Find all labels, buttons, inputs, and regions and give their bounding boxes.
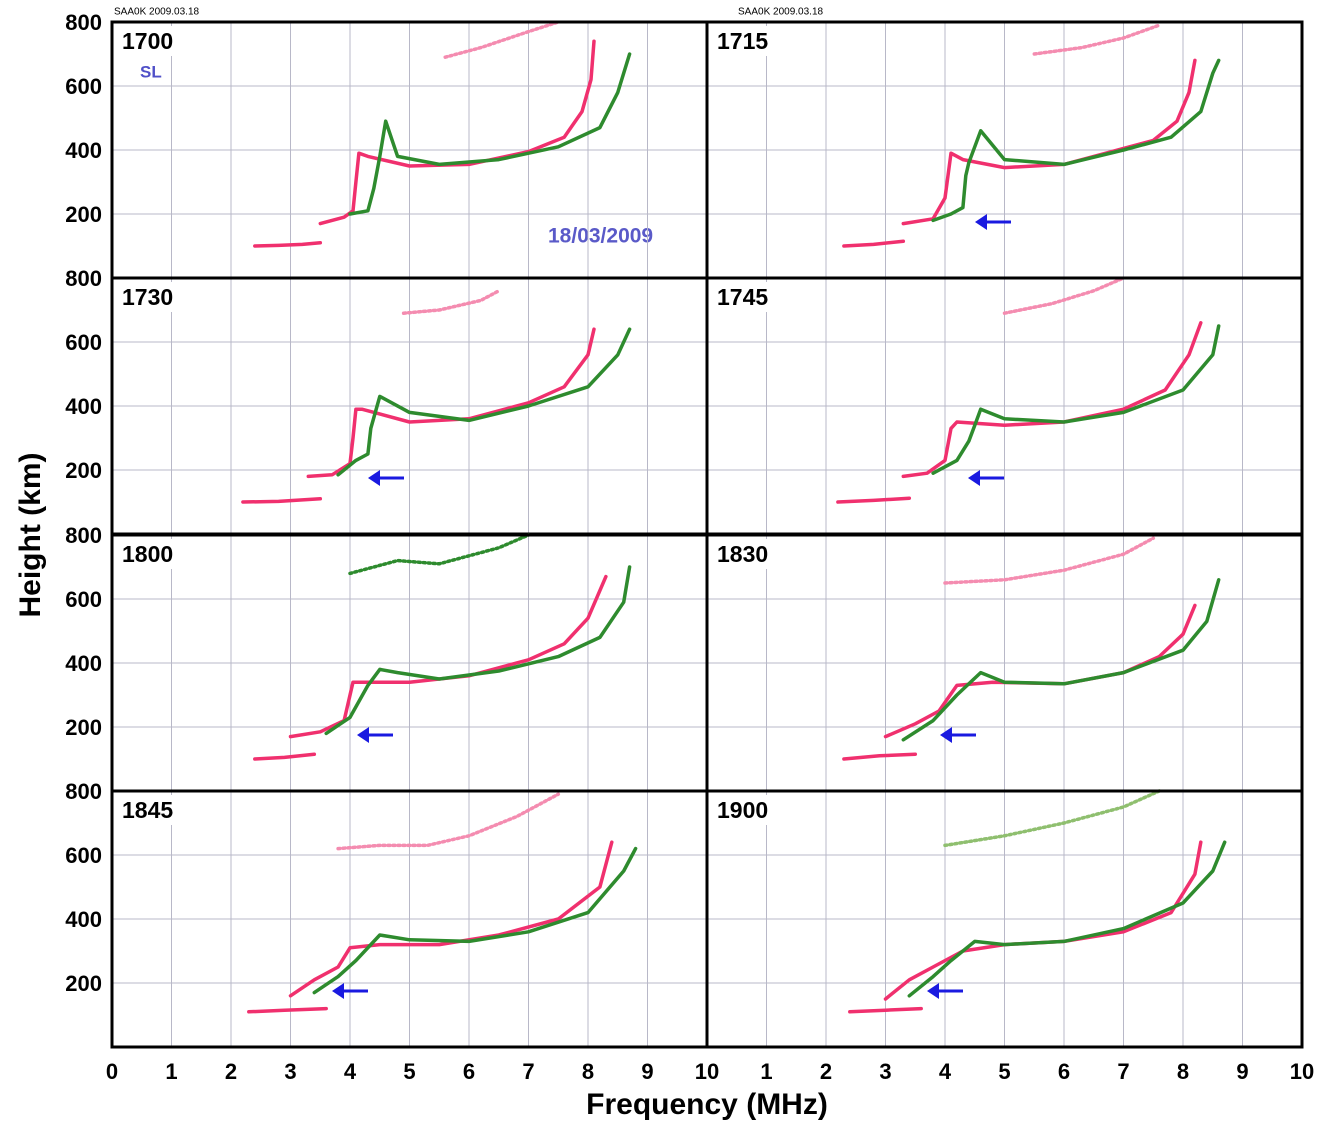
trace (848, 1006, 923, 1014)
panel-frame (705, 789, 1304, 1049)
trace (253, 241, 323, 248)
x-tick-label: 10 (1290, 1059, 1314, 1084)
x-tick-label: 9 (1236, 1059, 1248, 1084)
trace (907, 840, 1227, 998)
arrow-head (332, 983, 344, 999)
x-tick-label: 6 (1058, 1059, 1070, 1084)
y-tick-label: 600 (65, 587, 102, 612)
trace (1032, 23, 1161, 56)
y-axis-label: Height (km) (14, 453, 47, 618)
trace (336, 327, 632, 477)
y-tick-label: 800 (65, 523, 102, 548)
x-tick-label: 10 (695, 1059, 719, 1084)
trace (836, 496, 912, 504)
panel-title: 1730 (122, 284, 173, 310)
arrow-head (968, 470, 980, 486)
x-axis-label: Frequency (MHz) (586, 1088, 828, 1121)
x-tick-label: 1 (165, 1059, 177, 1084)
x-tick-label: 5 (403, 1059, 415, 1084)
trace (318, 39, 596, 226)
y-tick-label: 400 (65, 138, 102, 163)
y-tick-label: 600 (65, 330, 102, 355)
y-tick-label: 800 (65, 10, 102, 35)
panel-title: 1830 (717, 541, 768, 567)
panel-title: 1800 (122, 541, 173, 567)
trace (943, 789, 1161, 848)
y-tick-label: 600 (65, 74, 102, 99)
y-tick-label: 600 (65, 843, 102, 868)
y-tick-label: 800 (65, 266, 102, 291)
title-bg (116, 539, 194, 569)
arrow-head (927, 983, 939, 999)
title-bg (711, 26, 789, 56)
annotation: 18/03/2009 (548, 225, 653, 248)
trace (312, 846, 638, 995)
arrow-head (940, 727, 952, 743)
header: SAA0K 2009.03.18 (738, 7, 824, 18)
arrow-head (368, 470, 380, 486)
trace (931, 58, 1221, 223)
y-tick-label: 800 (65, 779, 102, 804)
title-bg (711, 539, 789, 569)
x-tick-label: 4 (344, 1059, 357, 1084)
trace (253, 752, 317, 761)
title-bg (116, 26, 194, 56)
x-tick-label: 7 (522, 1059, 534, 1084)
panel-title: 1900 (717, 797, 768, 823)
trace (348, 52, 632, 216)
trace (931, 324, 1221, 475)
title-bg (116, 282, 194, 312)
title-bg (711, 282, 789, 312)
annotation: SL (140, 62, 162, 81)
panel-title: 1715 (717, 28, 768, 54)
x-tick-label: 8 (1177, 1059, 1189, 1084)
trace (247, 1006, 328, 1014)
trace (842, 239, 906, 248)
title-bg (711, 795, 789, 825)
trace (324, 565, 632, 736)
y-tick-label: 200 (65, 971, 102, 996)
panel-title: 1845 (122, 797, 173, 823)
trace (443, 20, 561, 59)
trace (401, 289, 501, 315)
x-tick-label: 1 (760, 1059, 772, 1084)
trace (288, 574, 608, 739)
x-tick-label: 0 (106, 1059, 118, 1084)
header: SAA0K 2009.03.18 (114, 7, 200, 18)
title-bg (116, 795, 194, 825)
x-tick-label: 8 (582, 1059, 594, 1084)
x-tick-label: 2 (225, 1059, 237, 1084)
y-tick-label: 200 (65, 715, 102, 740)
y-tick-label: 400 (65, 907, 102, 932)
trace (901, 58, 1197, 226)
x-tick-label: 3 (284, 1059, 296, 1084)
trace (842, 752, 918, 761)
panel-title: 1745 (717, 284, 768, 310)
y-tick-label: 400 (65, 651, 102, 676)
trace (901, 321, 1203, 479)
y-tick-label: 200 (65, 202, 102, 227)
x-tick-label: 3 (879, 1059, 891, 1084)
trace (336, 792, 561, 851)
trace (241, 497, 323, 504)
trace (943, 536, 1156, 585)
x-tick-label: 9 (641, 1059, 653, 1084)
trace (901, 578, 1221, 742)
arrow-head (975, 214, 987, 230)
y-tick-label: 200 (65, 458, 102, 483)
trace (288, 840, 614, 998)
x-tick-label: 6 (463, 1059, 475, 1084)
panel-title: 1700 (122, 28, 173, 54)
y-tick-label: 400 (65, 394, 102, 419)
x-tick-label: 4 (939, 1059, 952, 1084)
x-tick-label: 5 (998, 1059, 1010, 1084)
trace (348, 533, 531, 576)
trace (1002, 276, 1126, 315)
x-tick-label: 7 (1117, 1059, 1129, 1084)
x-tick-label: 2 (820, 1059, 832, 1084)
arrow-head (357, 727, 369, 743)
